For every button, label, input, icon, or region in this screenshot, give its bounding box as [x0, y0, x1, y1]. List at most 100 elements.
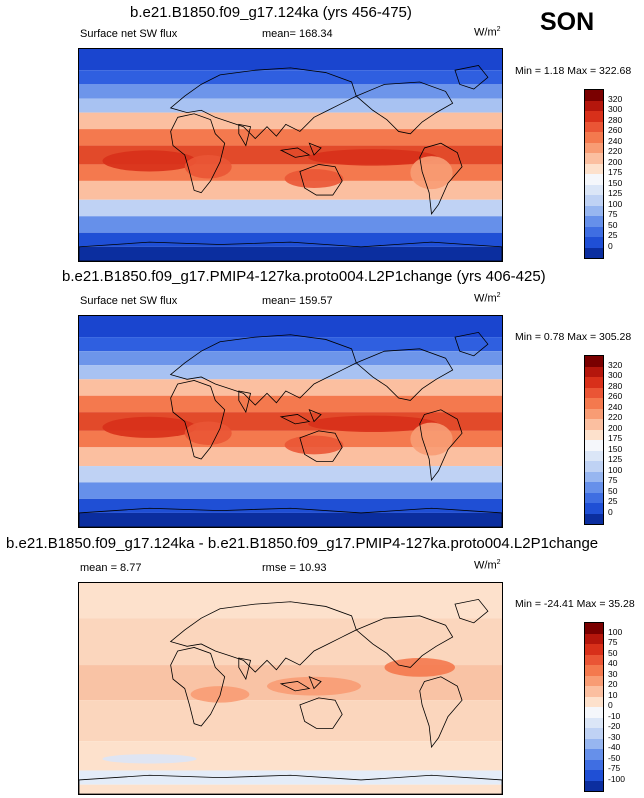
coastline [356, 82, 452, 134]
colorbar-tick-label: 20 [608, 679, 618, 689]
field-feature [102, 150, 197, 172]
field-feature [410, 156, 453, 190]
colorbar-tick-label: 300 [608, 370, 623, 380]
colorbar-swatch [585, 450, 603, 461]
colorbar-tick-label: 320 [608, 93, 623, 104]
field-band [79, 430, 502, 448]
colorbar-swatch [585, 111, 603, 122]
colorbar-swatch [585, 366, 603, 377]
colorbar-swatch [585, 749, 603, 760]
coastline [281, 677, 321, 691]
panel-2-title: b.e21.B1850.f09_g17.PMIP4-127ka.proto004… [62, 268, 546, 285]
field-feature [308, 149, 438, 166]
colorbar-swatch [585, 429, 603, 440]
panel-3-rmse-label: rmse = 10.93 [262, 562, 327, 574]
field-band [79, 70, 502, 85]
colorbar-tick-label: 280 [608, 114, 623, 125]
field-band [79, 216, 502, 233]
colorbar-swatch [585, 419, 603, 430]
coastline [420, 143, 462, 214]
colorbar-tick-label: -10 [608, 710, 621, 721]
panel-1-variable-label: Surface net SW flux [80, 28, 178, 40]
colorbar-swatch [585, 707, 603, 718]
colorbar-swatch [585, 132, 603, 143]
colorbar-tick-label: 0 [608, 240, 613, 251]
panel-3-minmax: Min = -24.41 Max = 35.28 [515, 598, 635, 610]
field-feature [267, 676, 361, 696]
field-band [79, 337, 502, 352]
field-band [79, 112, 502, 130]
coastline [79, 242, 502, 261]
colorbar-tick-label: 50 [608, 219, 618, 230]
colorbar-tick-label: 240 [608, 135, 623, 146]
field-band [79, 700, 502, 742]
panel-2-map [78, 315, 503, 528]
colorbar-swatch [585, 184, 603, 195]
colorbar-tick-label: -40 [608, 742, 621, 752]
colorbar-swatch [585, 377, 603, 388]
panel-2-colorbar [584, 355, 604, 525]
colorbar-tick-label: 50 [608, 485, 618, 496]
colorbar-tick-label: 75 [608, 209, 618, 219]
coastline [79, 508, 502, 527]
colorbar-tick-label: 100 [608, 626, 623, 637]
colorbar-swatch [585, 237, 603, 248]
field-feature [410, 422, 453, 456]
coastline [300, 164, 342, 195]
panel-3-map [78, 582, 503, 795]
coastline [420, 410, 462, 480]
colorbar-tick-label: 125 [608, 454, 623, 464]
colorbar-swatch [585, 623, 603, 634]
coastline [420, 677, 462, 747]
colorbar-tick-label: 320 [608, 359, 623, 370]
field-band [79, 770, 502, 785]
panel-1-map [78, 48, 503, 262]
colorbar-tick-label: 50 [608, 647, 618, 658]
coastline [281, 410, 321, 424]
field-band [79, 232, 502, 247]
colorbar-tick-label: 175 [608, 167, 623, 177]
colorbar-swatch [585, 398, 603, 409]
panel-2-units: W/m2 [474, 292, 501, 305]
colorbar-swatch [585, 247, 603, 258]
colorbar-swatch [585, 356, 603, 367]
colorbar-swatch [585, 226, 603, 237]
colorbar-swatch [585, 205, 603, 216]
field-band [79, 129, 502, 146]
field-feature [384, 658, 455, 677]
colorbar-tick-label: 220 [608, 412, 623, 422]
colorbar-tick-label: 75 [608, 637, 618, 647]
colorbar-tick-label: 125 [608, 188, 623, 198]
colorbar-tick-label: 30 [608, 668, 618, 679]
colorbar-swatch [585, 665, 603, 676]
field-band [79, 180, 502, 200]
coastline [239, 658, 251, 679]
coastline [300, 698, 342, 728]
colorbar-tick-label: -50 [608, 752, 621, 763]
season-label: SON [540, 8, 595, 36]
colorbar-swatch [585, 195, 603, 206]
field-band [79, 784, 502, 794]
colorbar-tick-label: 25 [608, 496, 618, 506]
colorbar-swatch [585, 408, 603, 419]
coastline [455, 599, 488, 622]
field-feature [102, 754, 197, 764]
panel-3-mean-label: mean = 8.77 [80, 562, 142, 574]
colorbar-tick-label: -75 [608, 763, 621, 773]
field-band [79, 379, 502, 396]
colorbar-tick-label: 0 [608, 700, 613, 710]
colorbar-swatch [585, 759, 603, 770]
colorbar-tick-label: 280 [608, 380, 623, 391]
field-band [79, 164, 502, 181]
colorbar-swatch [585, 90, 603, 101]
coastline [281, 143, 321, 157]
coastline [455, 65, 488, 89]
field-band [79, 246, 502, 261]
field-feature [308, 415, 438, 433]
panel-1-minmax: Min = 1.18 Max = 322.68 [515, 65, 632, 77]
colorbar-swatch [585, 780, 603, 791]
field-band [79, 316, 502, 338]
colorbar-swatch [585, 153, 603, 164]
coastline [239, 391, 251, 412]
colorbar-swatch [585, 696, 603, 707]
